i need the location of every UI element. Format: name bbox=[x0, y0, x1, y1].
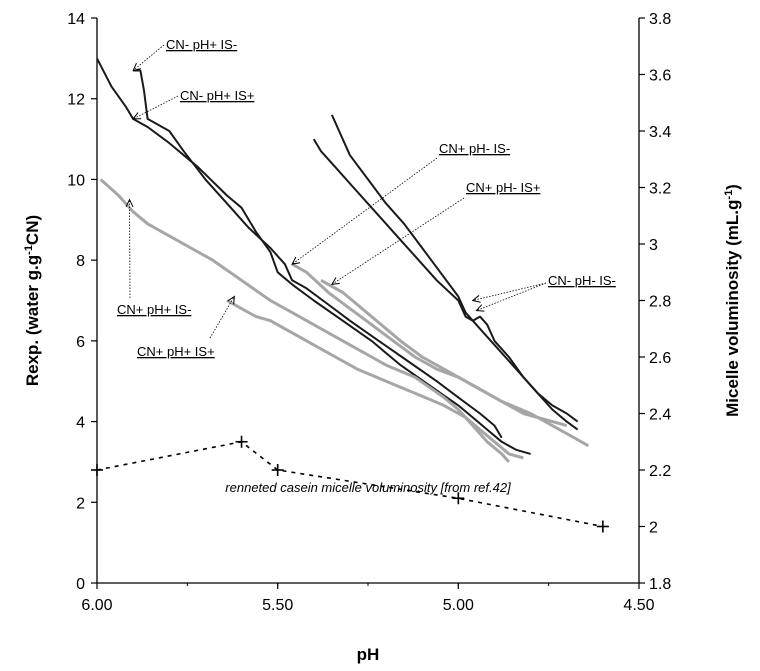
annotation-leader-line bbox=[472, 282, 547, 301]
left-y-tick-label: 10 bbox=[67, 172, 85, 189]
annotation-arrowhead bbox=[227, 295, 235, 305]
right-y-tick-label: 2.4 bbox=[649, 407, 671, 424]
right-y-tick-label: 3.8 bbox=[649, 11, 671, 28]
annotation-label: CN- pH- IS- bbox=[548, 273, 616, 288]
series-line bbox=[96, 440, 604, 528]
annotation-arrowhead bbox=[125, 198, 134, 208]
axis-title-part: Rexp. (water g.g bbox=[23, 255, 42, 386]
axis-title-part: Micelle voluminosity (mL.g bbox=[723, 200, 742, 417]
x-tick-label: 5.00 bbox=[443, 597, 474, 614]
annotation-leader-line bbox=[132, 44, 165, 71]
right-y-tick-label: 3.2 bbox=[649, 181, 671, 198]
axis-title-part: CN) bbox=[23, 215, 42, 245]
annotation-arrowhead bbox=[471, 295, 481, 303]
annotation-arrowhead bbox=[291, 256, 301, 265]
left-y-tick-label: 4 bbox=[76, 415, 85, 432]
left-axis-title: Rexp. (water g.g-1CN) bbox=[23, 215, 42, 386]
series-line bbox=[320, 278, 568, 428]
right-y-tick-label: 3.4 bbox=[649, 124, 671, 141]
annotation-leader-line bbox=[476, 282, 547, 311]
left-y-tick-label: 6 bbox=[76, 334, 85, 351]
annotations-layer: CN- pH+ IS- CN- pH+ IS+ CN+ pH- IS- CN+ pH-… bbox=[117, 37, 616, 359]
annotation-label: CN+ pH+ IS+ bbox=[137, 344, 215, 359]
right-axis-title: Micelle voluminosity (mL.g-1) bbox=[723, 184, 742, 417]
annotation-arrowhead bbox=[132, 62, 142, 72]
annotation-leader-line bbox=[209, 296, 235, 339]
left-y-tick-label: 2 bbox=[76, 495, 85, 512]
annotation-label: CN- pH+ IS- bbox=[166, 37, 237, 52]
annotation-arrowhead bbox=[132, 112, 142, 120]
left-y-tick-label: 12 bbox=[67, 92, 85, 109]
right-y-tick-label: 3.6 bbox=[649, 68, 671, 85]
axis-title-superscript: -1 bbox=[23, 245, 35, 255]
left-y-tick-label: 14 bbox=[67, 11, 85, 28]
annotation-label: CN+ pH+ IS- bbox=[117, 302, 191, 317]
left-y-tick-label: 8 bbox=[76, 253, 85, 270]
x-tick-label: 6.00 bbox=[81, 597, 112, 614]
right-y-tick-label: 1.8 bbox=[649, 576, 671, 593]
right-y-tick-label: 2.2 bbox=[649, 463, 671, 480]
series-line bbox=[133, 69, 503, 439]
reference-note: renneted casein micelle voluminosity [fr… bbox=[225, 480, 511, 495]
x-axis-title: pH bbox=[357, 645, 380, 664]
axes: 6.00 5.50 5.00 4.50 0 2 4 6 8 10 12 14 1.8 2 2.2 2.4 2.6… bbox=[67, 11, 671, 614]
right-y-tick-label: 3 bbox=[649, 237, 658, 254]
right-y-tick-label: 2 bbox=[649, 520, 658, 537]
annotation-label: CN+ pH- IS+ bbox=[466, 180, 540, 195]
series-line bbox=[291, 262, 590, 448]
annotation-label: CN+ pH- IS- bbox=[439, 141, 510, 156]
series-line bbox=[312, 138, 579, 431]
axis-title-part: ) bbox=[723, 184, 742, 190]
annotation-leader-line bbox=[331, 197, 465, 285]
left-y-tick-label: 0 bbox=[76, 576, 85, 593]
x-tick-label: 5.50 bbox=[262, 597, 293, 614]
series-line bbox=[226, 299, 524, 460]
annotation-arrowhead bbox=[475, 304, 485, 312]
series-line bbox=[96, 57, 531, 455]
x-tick-label: 4.50 bbox=[623, 597, 654, 614]
series-line bbox=[99, 178, 511, 463]
series-layer bbox=[91, 57, 609, 533]
annotation-leader-line bbox=[132, 95, 179, 120]
annotation-label: CN- pH+ IS+ bbox=[180, 88, 254, 103]
annotation-arrowhead bbox=[330, 277, 340, 285]
axis-title-superscript: -1 bbox=[723, 190, 735, 200]
right-y-tick-label: 2.8 bbox=[649, 294, 671, 311]
right-y-tick-label: 2.6 bbox=[649, 350, 671, 367]
